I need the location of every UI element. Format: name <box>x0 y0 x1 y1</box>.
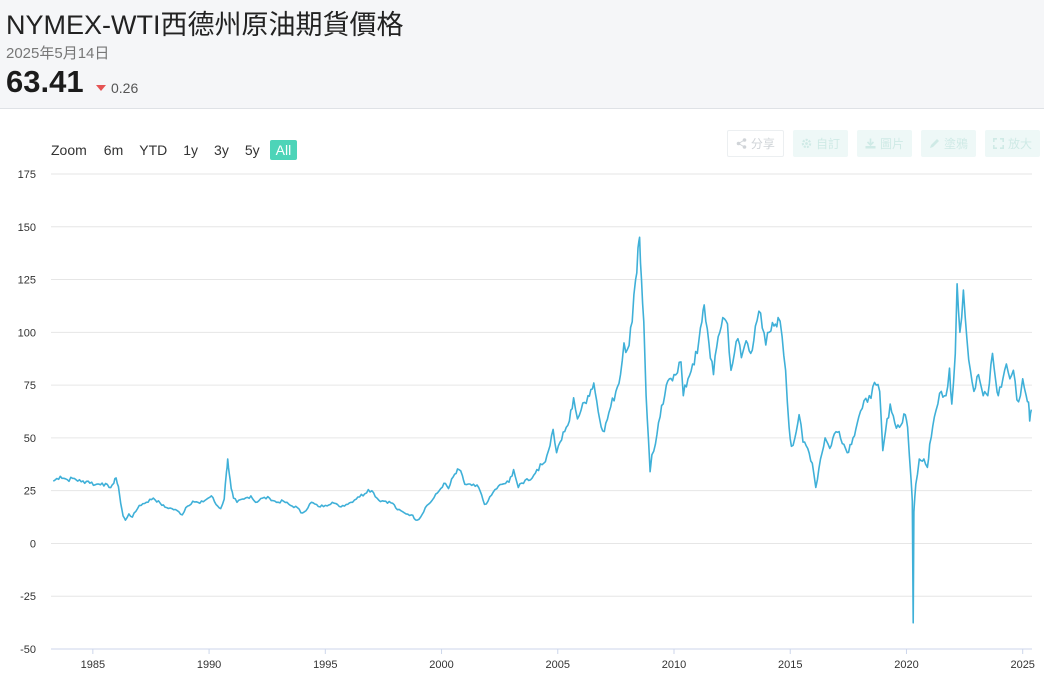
y-tick-label: 150 <box>18 222 36 234</box>
y-tick-label: 50 <box>24 433 36 445</box>
y-tick-label: 100 <box>18 327 36 339</box>
y-axis: 175 150 125 100 75 50 25 0 -25 -50 <box>18 169 36 656</box>
expand-icon <box>992 138 1004 149</box>
x-tick-label: 2015 <box>778 659 802 671</box>
fullscreen-label: 放大 <box>1007 137 1032 151</box>
range-selector: Zoom 6m YTD 1y 3y 5y All <box>51 139 301 161</box>
y-tick-label: -25 <box>20 591 36 603</box>
pencil-icon <box>929 139 939 148</box>
share-label: 分享 <box>750 137 775 151</box>
page-title: NYMEX-WTI西德州原油期貨價格 <box>6 10 404 40</box>
image-download-button[interactable]: 圖片 <box>856 130 912 157</box>
x-tick-label: 1985 <box>81 659 105 671</box>
x-tick-label: 2020 <box>894 659 918 671</box>
gear-icon <box>801 138 812 149</box>
wti-price-line <box>52 236 1033 624</box>
draw-label: 塗鴉 <box>943 137 968 151</box>
y-tick-label: 75 <box>24 380 36 392</box>
current-price: 63.41 <box>6 64 84 99</box>
range-ytd-button[interactable]: YTD <box>139 142 168 158</box>
customize-label: 自訂 <box>815 137 840 151</box>
x-tick-label: 1995 <box>313 659 337 671</box>
draw-button[interactable]: 塗鴉 <box>920 130 976 157</box>
x-tick-label: 2010 <box>662 659 686 671</box>
quote-header: NYMEX-WTI西德州原油期貨價格 2025年5月14日 63.41 0.26 <box>0 0 1044 109</box>
range-all-button[interactable]: All <box>269 140 298 160</box>
zoom-label: Zoom <box>51 142 87 158</box>
customize-button[interactable]: 自訂 <box>792 130 848 157</box>
x-tick-label: 2025 <box>1010 659 1034 671</box>
y-tick-label: 175 <box>18 169 36 181</box>
price-change: 0.26 <box>96 80 138 96</box>
fullscreen-button[interactable]: 放大 <box>984 130 1040 157</box>
down-arrow-icon <box>96 85 106 91</box>
quote-date: 2025年5月14日 <box>6 45 110 62</box>
chart-grid <box>51 173 1032 650</box>
range-1y-button[interactable]: 1y <box>183 142 199 158</box>
share-button[interactable]: 分享 <box>726 130 784 157</box>
range-5y-button[interactable]: 5y <box>244 142 260 158</box>
price-change-value: 0.26 <box>111 80 139 96</box>
x-tick-label: 2005 <box>546 659 570 671</box>
x-tick-label: 2000 <box>429 659 453 671</box>
y-tick-label: 125 <box>18 275 36 287</box>
range-6m-button[interactable]: 6m <box>103 142 124 158</box>
download-icon <box>865 138 876 149</box>
x-tick-label: 1990 <box>197 659 221 671</box>
y-tick-label: 0 <box>30 538 36 550</box>
image-label: 圖片 <box>879 137 904 151</box>
y-tick-label: 25 <box>24 486 36 498</box>
y-tick-label: -50 <box>20 644 36 656</box>
price-chart: 175 150 125 100 75 50 25 0 -25 -50 1985 1990 1995 20… <box>18 169 1035 671</box>
x-axis: 1985 1990 1995 2000 2005 2010 2015 2020 2025 <box>51 648 1035 671</box>
chart-toolbar: 分享 自訂 圖片 塗鴉 放大 <box>718 130 1040 157</box>
range-3y-button[interactable]: 3y <box>214 142 229 158</box>
share-icon <box>736 138 747 149</box>
